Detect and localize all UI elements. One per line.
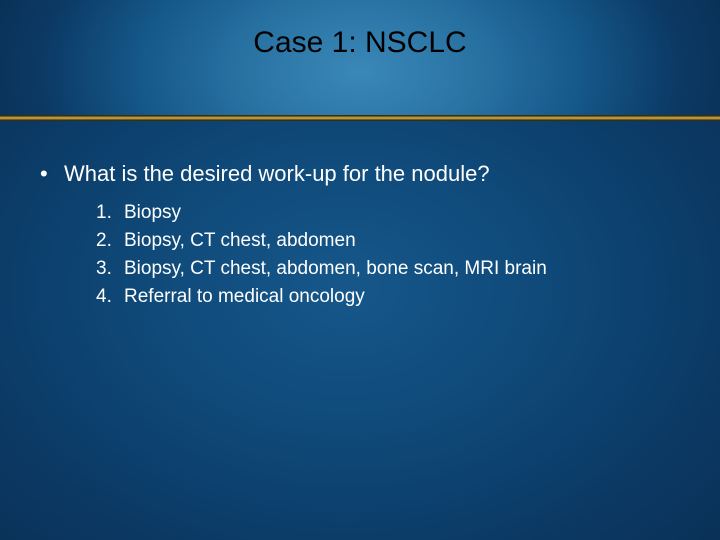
slide-title: Case 1: NSCLC <box>253 26 466 60</box>
option-text: Referral to medical oncology <box>124 285 365 309</box>
list-item: 3. Biopsy, CT chest, abdomen, bone scan,… <box>96 257 680 281</box>
question-row: • What is the desired work-up for the no… <box>40 161 680 187</box>
slide: Case 1: NSCLC • What is the desired work… <box>0 0 720 540</box>
option-text: Biopsy <box>124 201 181 225</box>
option-number: 3. <box>96 257 124 281</box>
option-text: Biopsy, CT chest, abdomen <box>124 229 356 253</box>
slide-body: • What is the desired work-up for the no… <box>0 121 720 540</box>
slide-header: Case 1: NSCLC <box>0 0 720 120</box>
bullet-icon: • <box>40 161 64 187</box>
option-text: Biopsy, CT chest, abdomen, bone scan, MR… <box>124 257 547 281</box>
list-item: 1. Biopsy <box>96 201 680 225</box>
list-item: 2. Biopsy, CT chest, abdomen <box>96 229 680 253</box>
option-number: 2. <box>96 229 124 253</box>
list-item: 4. Referral to medical oncology <box>96 285 680 309</box>
option-number: 1. <box>96 201 124 225</box>
option-number: 4. <box>96 285 124 309</box>
question-text: What is the desired work-up for the nodu… <box>64 161 490 187</box>
options-list: 1. Biopsy 2. Biopsy, CT chest, abdomen 3… <box>96 201 680 309</box>
